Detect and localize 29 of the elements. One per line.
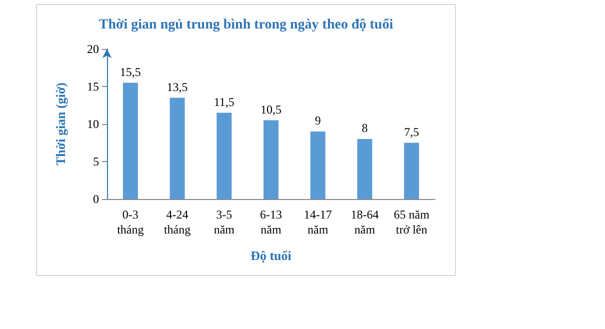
bar	[264, 120, 278, 199]
y-axis-title: Thời gian (giờ)	[53, 82, 68, 166]
y-tick-label: 15	[87, 80, 99, 94]
data-label: 15,5	[120, 64, 141, 79]
data-label: 9	[314, 114, 321, 128]
y-tick-label: 0	[93, 192, 99, 206]
x-tick-label: 3-5 năm	[214, 208, 236, 236]
x-tick-label: 65 năm trở lên	[394, 208, 430, 236]
data-label: 13,5	[166, 80, 188, 94]
bar	[122, 82, 138, 199]
bar	[404, 142, 420, 199]
y-tick-label: 5	[93, 154, 99, 168]
bar	[216, 112, 232, 199]
bar	[170, 98, 185, 199]
x-tick-label: 18-64 năm	[350, 208, 379, 236]
data-label: 8	[362, 121, 368, 135]
x-tick-label: 0-3 tháng	[117, 208, 144, 236]
data-label: 7,5	[404, 124, 420, 139]
x-tick-label: 14-17 năm	[304, 208, 332, 236]
y-tick-label: 10	[87, 117, 99, 131]
data-label: 11,5	[214, 94, 234, 109]
bar	[357, 139, 372, 199]
y-tick-label: 20	[87, 42, 99, 56]
chart-title: Thời gian ngủ trung bình trong ngày theo độ tuổi	[98, 18, 394, 32]
x-axis-title: Độ tuổi	[250, 248, 292, 263]
x-tick-label: 6-13 năm	[260, 208, 282, 236]
x-tick-label: 4-24 tháng	[164, 208, 191, 236]
data-label: 10,5	[260, 102, 282, 116]
bar	[310, 132, 326, 199]
